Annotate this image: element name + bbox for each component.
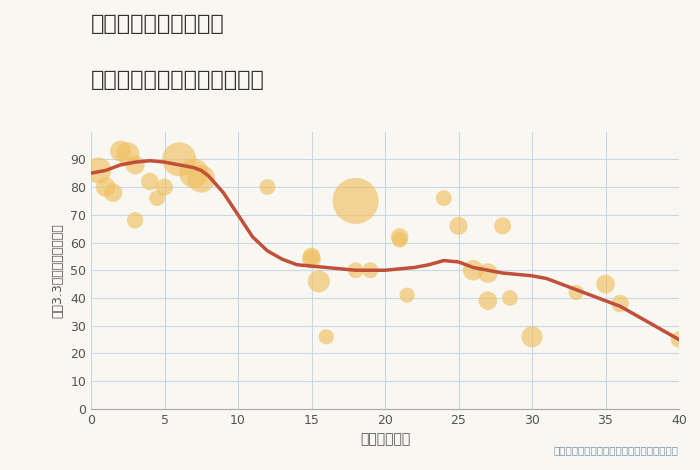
Point xyxy=(159,183,170,191)
Text: 三重県桑名市上深谷部: 三重県桑名市上深谷部 xyxy=(91,14,225,34)
Point xyxy=(100,183,111,191)
Point xyxy=(92,167,104,174)
Point xyxy=(468,266,479,274)
Point xyxy=(497,222,508,230)
Point xyxy=(504,294,515,302)
Point xyxy=(402,291,413,299)
Point xyxy=(350,266,361,274)
Point xyxy=(174,156,185,163)
Point xyxy=(188,169,199,177)
Point xyxy=(314,278,325,285)
Point xyxy=(438,195,449,202)
Point xyxy=(122,150,133,157)
Point xyxy=(526,333,538,341)
Y-axis label: 坪（3.3㎡）単価（万円）: 坪（3.3㎡）単価（万円） xyxy=(52,223,64,318)
Point xyxy=(108,189,119,196)
Point xyxy=(570,289,582,296)
Point xyxy=(482,297,493,305)
Text: 円の大きさは、取引のあった物件面積を示す: 円の大きさは、取引のあった物件面積を示す xyxy=(554,445,679,455)
Point xyxy=(453,222,464,230)
Point xyxy=(350,197,361,205)
Point xyxy=(365,266,376,274)
Point xyxy=(673,336,685,343)
Point xyxy=(306,255,317,263)
Point xyxy=(115,147,126,155)
Point xyxy=(321,333,332,341)
Point xyxy=(394,233,405,241)
X-axis label: 築年数（年）: 築年数（年） xyxy=(360,432,410,446)
Point xyxy=(195,175,207,182)
Point xyxy=(130,161,141,169)
Point xyxy=(482,269,493,277)
Point xyxy=(130,217,141,224)
Point xyxy=(151,195,162,202)
Point xyxy=(394,236,405,243)
Point xyxy=(144,178,155,185)
Text: 築年数別中古マンション価格: 築年数別中古マンション価格 xyxy=(91,70,265,91)
Point xyxy=(615,300,626,307)
Point xyxy=(262,183,273,191)
Point xyxy=(600,280,611,288)
Point xyxy=(306,253,317,260)
